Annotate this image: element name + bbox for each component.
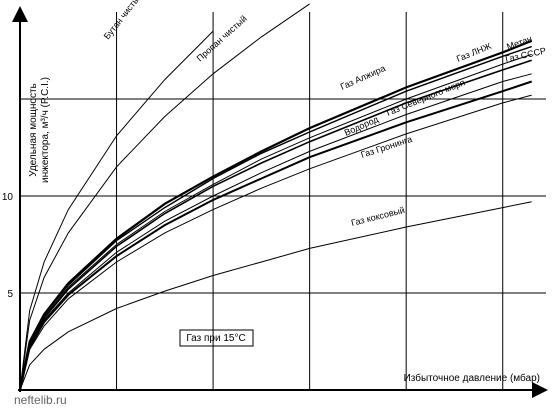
series-label: Газ Северного моря <box>385 77 466 118</box>
series-label: Пропан чистый <box>195 13 249 63</box>
series-line <box>19 201 532 391</box>
series-line <box>19 94 532 391</box>
y-tick-label: 10 <box>2 192 14 203</box>
annotation-box <box>179 329 254 347</box>
series-line <box>19 45 532 391</box>
series-line <box>19 73 532 391</box>
series-label: Газ Гронинга <box>360 134 414 160</box>
series-line <box>19 80 533 391</box>
series-line <box>19 30 214 391</box>
series-label: Газ Алжира <box>339 63 387 92</box>
y-tick-label: 5 <box>7 289 13 300</box>
x-axis-label: Избыточное давление (мбар) <box>404 372 540 384</box>
series-line <box>18 39 533 391</box>
watermark: neftelib.ru <box>14 393 67 407</box>
y-axis-label: Удельная мощность <box>28 83 39 177</box>
series-label: Газ ЛНЖ <box>455 41 493 64</box>
series-line <box>19 53 532 391</box>
series-line <box>19 59 532 391</box>
y-axis-label: инжектора, м³/ч (P.C.I.) <box>40 77 51 183</box>
annotation: Газ при 15°С <box>186 333 245 344</box>
series-line <box>19 3 310 391</box>
series-label: Газ коксовый <box>350 205 406 228</box>
series-label: Бутан чистый <box>102 0 145 41</box>
